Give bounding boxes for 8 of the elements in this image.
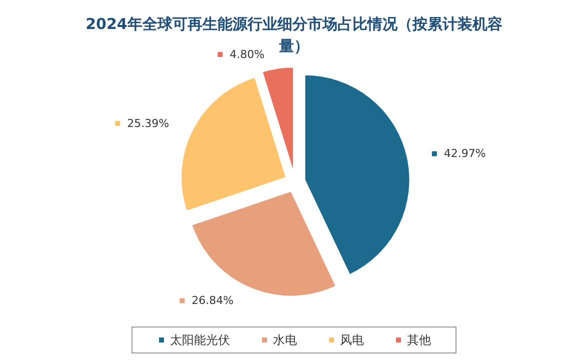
data-label: 4.80% — [222, 48, 265, 61]
legend-label: 水电 — [273, 333, 297, 347]
legend-label: 风电 — [340, 333, 364, 347]
data-label: 25.39% — [120, 116, 170, 130]
data-label: 42.97% — [436, 147, 486, 160]
legend-label: 其他 — [407, 333, 431, 347]
data-label: 26.84% — [184, 294, 234, 308]
legend-label: 太阳能光伏 — [170, 333, 230, 347]
